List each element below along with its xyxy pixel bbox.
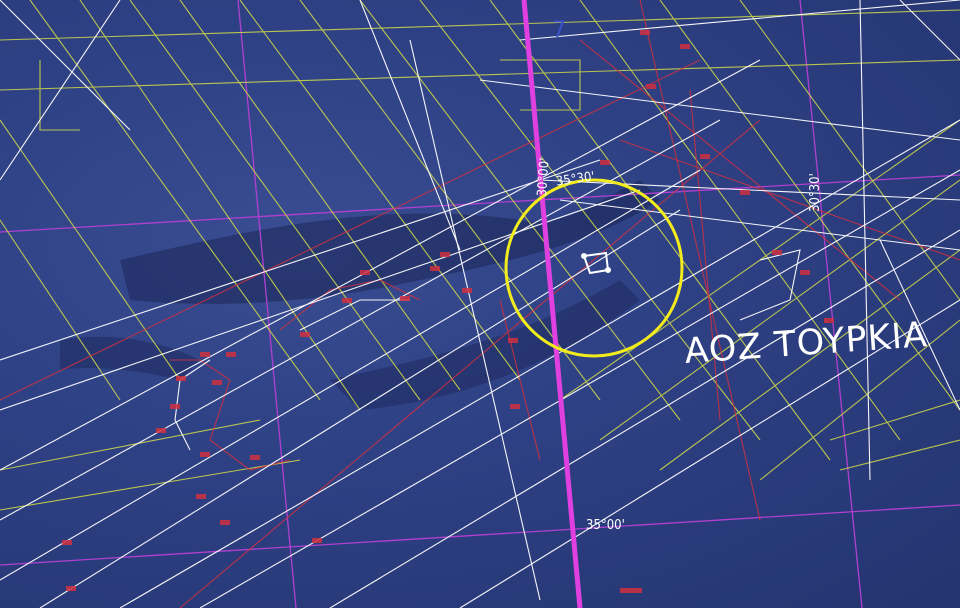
longitude-label-center: 30°00' — [535, 157, 553, 198]
highlight-circle — [504, 178, 684, 358]
latitude-label-bottom: 35°00' — [586, 518, 625, 533]
seismic-labels — [62, 30, 834, 593]
highlighted-boundary — [521, 0, 583, 608]
longitude-label-right: 30°30' — [808, 173, 823, 212]
seabed-shading — [60, 180, 660, 410]
block-marker-label: 7 — [552, 18, 566, 43]
site-marker-icon[interactable] — [581, 251, 611, 275]
